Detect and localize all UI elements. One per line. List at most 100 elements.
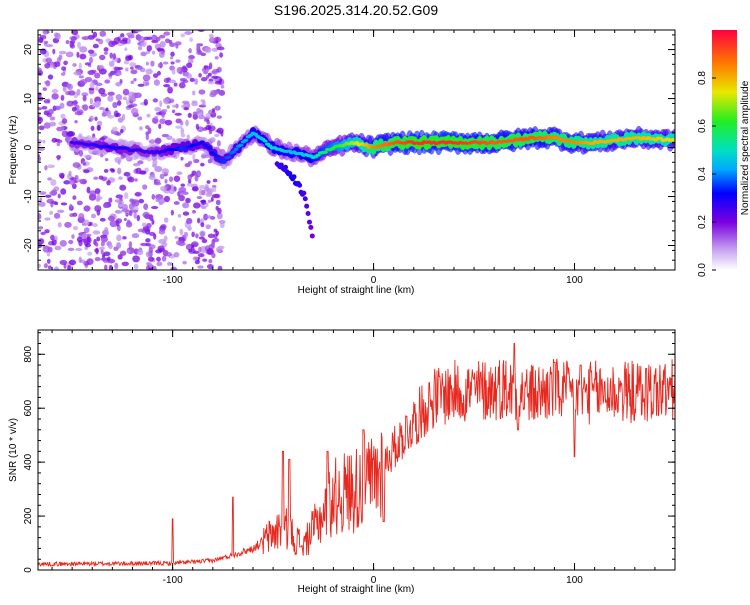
noise-speckle (50, 234, 55, 241)
noise-speckle (168, 79, 176, 84)
noise-speckle (214, 133, 220, 137)
noise-speckle (178, 194, 185, 202)
noise-speckle (42, 245, 50, 249)
noise-speckle (76, 88, 81, 96)
branch-mark (308, 224, 314, 230)
noise-speckle (72, 162, 81, 168)
noise-speckle (83, 169, 90, 174)
noise-speckle (154, 165, 163, 173)
noise-speckle (72, 63, 77, 67)
noise-speckle (81, 92, 89, 97)
noise-speckle (57, 222, 62, 228)
noise-speckle (38, 37, 44, 44)
noise-speckle (161, 113, 165, 118)
noise-speckle (65, 40, 70, 45)
noise-speckle (38, 213, 42, 220)
noise-speckle (169, 42, 176, 47)
noise-speckle (163, 77, 170, 84)
snr-frame (37, 329, 676, 571)
noise-speckle (159, 34, 166, 39)
noise-speckle (103, 51, 109, 55)
noise-speckle (187, 179, 192, 184)
spectrogram-y-tick-label: 0 (23, 144, 34, 150)
noise-speckle (219, 222, 225, 228)
noise-speckle (43, 99, 51, 104)
noise-speckle (68, 170, 72, 177)
noise-speckle (45, 57, 52, 64)
chart-title: S196.2025.314.20.52.G09 (274, 2, 438, 18)
noise-speckle (52, 61, 61, 68)
noise-speckle (67, 264, 72, 270)
noise-speckle (205, 202, 209, 207)
noise-speckle (122, 96, 128, 101)
noise-speckle (44, 217, 51, 221)
noise-speckle (211, 241, 216, 248)
noise-speckle (92, 230, 101, 235)
noise-speckle (161, 242, 168, 248)
noise-speckle (100, 240, 105, 247)
snr-y-tick-label: 0 (23, 567, 34, 573)
branch-mark (304, 203, 310, 209)
noise-speckle (215, 205, 219, 211)
noise-speckle (157, 70, 161, 76)
noise-speckle (215, 246, 223, 253)
noise-speckle (132, 255, 140, 263)
noise-speckle (142, 184, 148, 190)
noise-speckle (146, 36, 153, 41)
noise-speckle (197, 171, 202, 176)
noise-speckle (60, 202, 68, 206)
noise-speckle (43, 30, 47, 37)
noise-speckle (211, 184, 217, 188)
noise-speckle (188, 54, 195, 60)
noise-speckle (121, 113, 126, 121)
noise-speckle (194, 78, 198, 85)
noise-speckle (175, 240, 182, 246)
noise-speckle (119, 250, 127, 256)
noise-speckle (121, 261, 129, 267)
noise-speckle (150, 206, 159, 210)
noise-speckle (200, 231, 205, 237)
noise-speckle (213, 193, 221, 199)
noise-speckle (171, 109, 176, 114)
noise-speckle (38, 112, 41, 117)
noise-speckle (185, 119, 189, 127)
noise-speckle (89, 56, 93, 64)
noise-speckle (87, 251, 93, 256)
noise-speckle (200, 222, 205, 228)
noise-speckle (78, 212, 85, 220)
noise-speckle (49, 121, 57, 127)
noise-speckle (145, 238, 151, 243)
noise-speckle (182, 260, 187, 265)
noise-speckle (79, 46, 88, 53)
noise-speckle (139, 126, 143, 131)
noise-speckle (122, 236, 127, 240)
noise-speckle (130, 69, 138, 75)
noise-speckle (59, 239, 67, 247)
noise-speckle (154, 115, 159, 119)
noise-speckle (44, 194, 52, 198)
noise-speckle (192, 209, 196, 214)
noise-speckle (71, 234, 75, 239)
noise-speckle (108, 40, 116, 48)
noise-speckle (73, 71, 82, 76)
noise-speckle (212, 186, 217, 193)
noise-speckle (136, 249, 144, 256)
noise-speckle (103, 251, 111, 257)
noise-speckle (49, 210, 54, 215)
noise-speckle (152, 159, 158, 166)
noise-speckle (115, 66, 124, 71)
noise-speckle (46, 251, 51, 257)
noise-speckle (118, 176, 123, 180)
noise-speckle (144, 82, 150, 86)
spectrogram-y-axis-label: Frequency (Hz) (8, 116, 19, 185)
ridge-core (322, 150, 328, 154)
noise-speckle (78, 149, 84, 157)
branch-mark (301, 190, 307, 196)
noise-speckle (187, 58, 194, 64)
noise-speckle (43, 263, 48, 269)
noise-speckle (192, 202, 201, 209)
noise-speckle (208, 128, 213, 135)
noise-speckle (205, 224, 211, 230)
noise-speckle (196, 107, 202, 114)
noise-speckle (166, 105, 170, 109)
